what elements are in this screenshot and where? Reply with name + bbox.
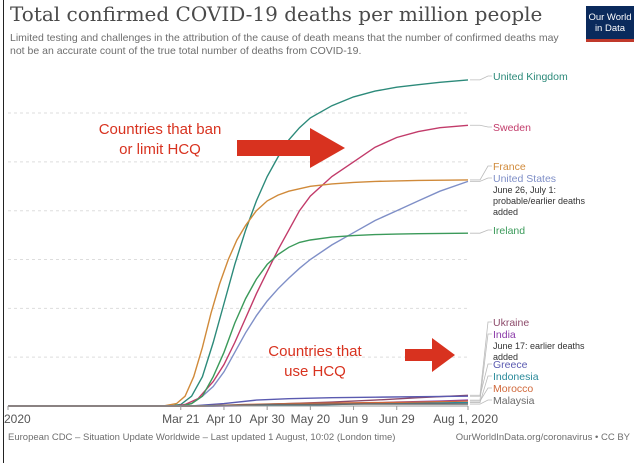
leader-sweden [470, 124, 492, 128]
leader-morocco [470, 387, 492, 402]
x-tick-label-1: Mar 21 [162, 412, 200, 426]
x-tick-label-3: Apr 30 [249, 412, 285, 426]
series-line-france [8, 179, 469, 407]
series-label-malaysia: Malaysia [493, 395, 535, 407]
x-tick-label-5: Jun 9 [339, 412, 369, 426]
chart-title: Total confirmed COVID-19 deaths per mill… [10, 2, 543, 26]
leader-malaysia [470, 399, 492, 405]
series-line-united-states [8, 180, 469, 407]
series-label-ukraine: Ukraine [493, 317, 529, 329]
series-label-france: France [493, 161, 526, 173]
series-label-indonesia: Indonesia [493, 371, 539, 383]
series-label-india: India [493, 329, 516, 341]
annotation-ban-line-2: or limit HCQ [119, 141, 201, 158]
credit-link[interactable]: OurWorldInData.org/coronavirus • CC BY [455, 432, 630, 443]
x-tick-label-2: Apr 10 [206, 412, 242, 426]
note-line-united-states-0: June 26, July 1: [493, 185, 556, 195]
annotation-ban-hcq: Countries that ban or limit HCQ [85, 120, 235, 160]
series-label-sweden: Sweden [493, 122, 531, 134]
note-line-united-states-1: probable/earlier deaths [493, 196, 586, 206]
x-tick-label-6: Jun 29 [379, 412, 415, 426]
arrow-use-icon [405, 338, 455, 372]
leader-france [470, 165, 492, 181]
note-line-india-1: added [493, 352, 518, 362]
series-note-united-states: June 26, July 1: probable/earlier deaths a… [493, 185, 586, 217]
arrow-ban-icon [237, 128, 345, 168]
leader-india [470, 333, 492, 401]
annotation-use-line-1: Countries that [268, 343, 362, 360]
leader-greece [470, 363, 492, 397]
left-border [3, 0, 4, 463]
annotation-use-hcq: Countries that use HCQ [250, 342, 380, 382]
series-line-united-kingdom [8, 79, 469, 407]
x-tick-label-4: May 20 [291, 412, 331, 426]
source-note: European CDC – Situation Update Worldwid… [8, 432, 396, 443]
series-label-greece: Greece [493, 359, 528, 371]
x-tick-label-7: Aug 1, 2020 [433, 412, 498, 426]
leader-united-kingdom [470, 75, 492, 81]
series-label-ireland: Ireland [493, 225, 525, 237]
series-label-morocco: Morocco [493, 383, 533, 395]
leader-indonesia [470, 375, 492, 403]
leader-ireland [470, 229, 492, 234]
logo-line-1: Our World [588, 11, 632, 23]
series-label-united-kingdom: United Kingdom [493, 71, 568, 83]
series-line-sweden [8, 124, 469, 407]
annotation-ban-line-1: Countries that ban [98, 121, 222, 138]
x-axis: 2020 Mar 21 Apr 10 Apr 30 May 20 Jun 9 Jun 29 A… [4, 405, 498, 426]
series-line-ireland [8, 232, 469, 407]
series-label-united-states: United States [493, 173, 556, 185]
leader-united-states [470, 177, 492, 182]
gridlines [8, 112, 468, 358]
x-tick-label-0: 2020 [4, 412, 31, 426]
chart-subtitle: Limited testing and challenges in the at… [10, 32, 559, 57]
annotation-use-line-2: use HCQ [284, 363, 346, 380]
logo-line-2: in Data [594, 22, 626, 34]
note-line-india-0: June 17: earlier deaths [493, 341, 585, 351]
note-line-united-states-2: added [493, 207, 518, 217]
series-note-india: June 17: earlier deaths added [493, 341, 585, 362]
leader-ukraine [470, 321, 492, 396]
annotation-arrows [237, 128, 455, 372]
owid-logo[interactable]: Our World in Data [586, 6, 634, 42]
